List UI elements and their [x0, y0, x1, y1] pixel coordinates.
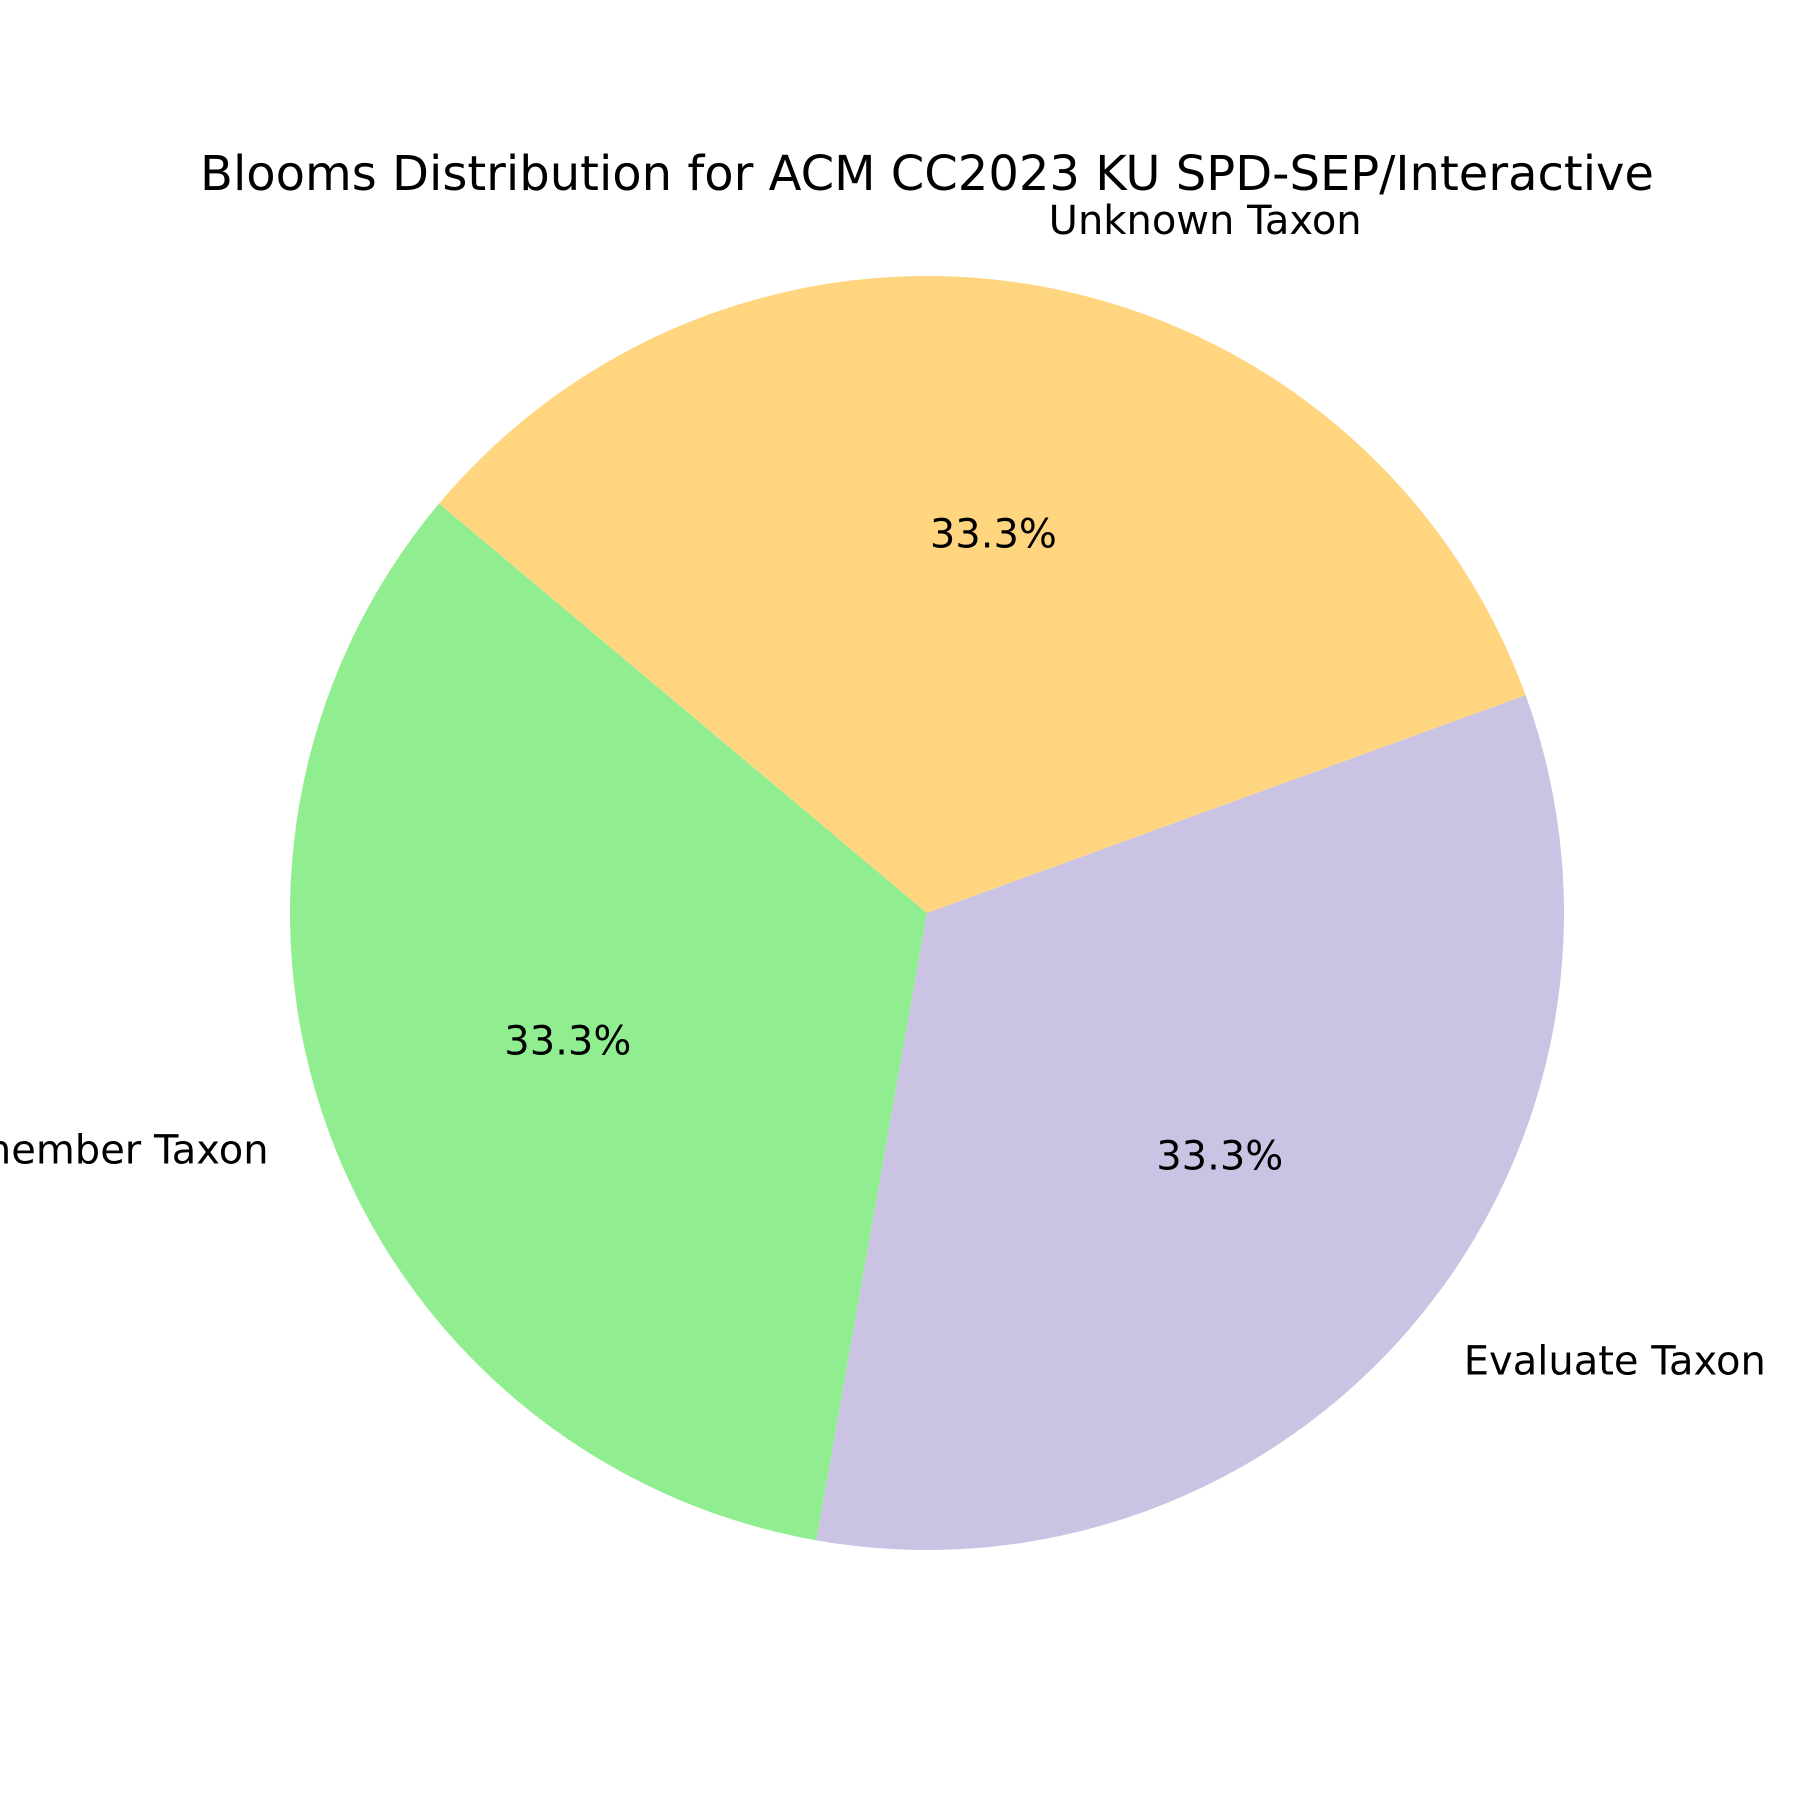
slice-label-evaluate-taxon: Evaluate Taxon: [1464, 1338, 1766, 1384]
slice-label-unknown-taxon: Unknown Taxon: [1049, 198, 1362, 244]
slice-percent-evaluate-taxon: 33.3%: [1156, 1134, 1283, 1180]
chart-title: Blooms Distribution for ACM CC2023 KU SP…: [200, 146, 1654, 202]
pie-slice-evaluate-taxon: [816, 695, 1564, 1550]
slice-percent-unknown-taxon: 33.3%: [930, 512, 1057, 558]
pie-slices: [289, 275, 1564, 1550]
pie-slice-remember-taxon: [289, 503, 927, 1541]
slice-label-remember-taxon: Remember Taxon: [0, 1128, 269, 1174]
pie-slice-unknown-taxon: [439, 275, 1526, 913]
pie-labels: Remember Taxon 33.3% Evaluate Taxon 33.3% Un…: [0, 198, 1766, 1384]
slice-percent-remember-taxon: 33.3%: [504, 1019, 631, 1065]
